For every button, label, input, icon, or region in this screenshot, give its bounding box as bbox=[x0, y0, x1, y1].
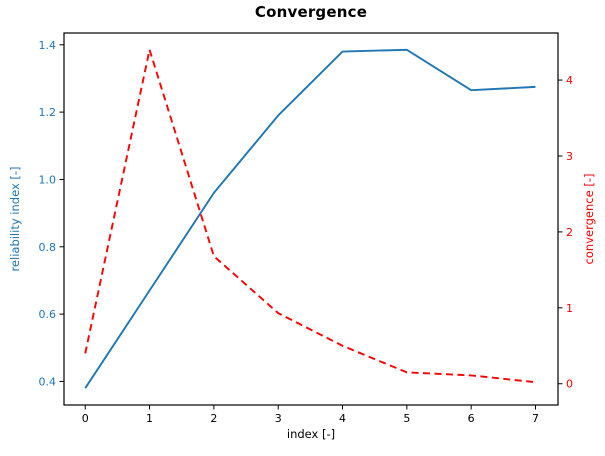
left-y-tick-label: 1.2 bbox=[39, 106, 57, 119]
plot-area bbox=[63, 32, 559, 406]
x-tick-label: 0 bbox=[82, 412, 89, 425]
reliability-index-line bbox=[84, 48, 536, 389]
right-y-tick-label: 2 bbox=[566, 226, 573, 239]
x-tick-label: 2 bbox=[210, 412, 217, 425]
x-tick-label: 6 bbox=[468, 412, 475, 425]
left-y-tick-label: 0.6 bbox=[39, 308, 57, 321]
x-axis-label: index [-] bbox=[286, 427, 336, 441]
x-tick-label: 4 bbox=[339, 412, 346, 425]
left-y-tick-label: 1.0 bbox=[39, 173, 57, 186]
right-y-tick-label: 3 bbox=[566, 150, 573, 163]
right-y-tick-label: 0 bbox=[566, 378, 573, 391]
left-y-tick-label: 0.8 bbox=[39, 241, 57, 254]
right-y-tick-label: 4 bbox=[566, 74, 573, 87]
left-y-tick-label: 1.4 bbox=[39, 39, 57, 52]
x-tick-label: 7 bbox=[532, 412, 539, 425]
left-y-tick-label: 0.4 bbox=[39, 375, 57, 388]
x-tick-label: 3 bbox=[275, 412, 282, 425]
chart-title: Convergence bbox=[254, 3, 368, 21]
x-tick-label: 1 bbox=[146, 412, 153, 425]
convergence-line bbox=[84, 48, 536, 384]
right-y-tick-label: 1 bbox=[566, 302, 573, 315]
x-tick-label: 5 bbox=[403, 412, 410, 425]
